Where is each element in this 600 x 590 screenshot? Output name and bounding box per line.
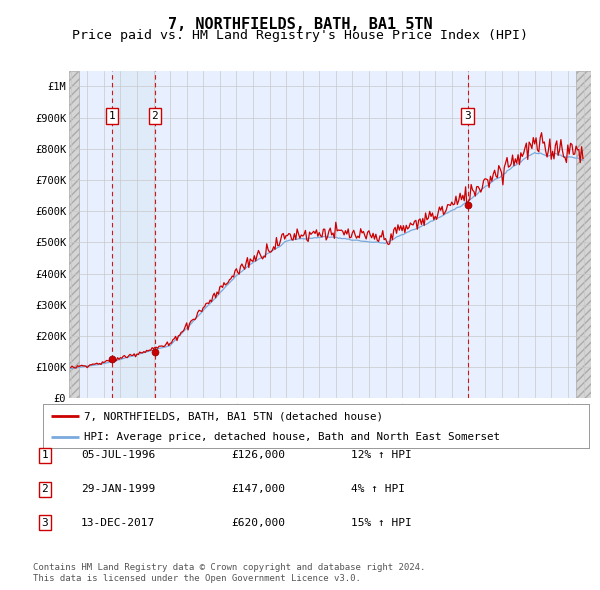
Text: Price paid vs. HM Land Registry's House Price Index (HPI): Price paid vs. HM Land Registry's House … — [72, 30, 528, 42]
Text: 3: 3 — [464, 111, 471, 121]
Text: 7, NORTHFIELDS, BATH, BA1 5TN: 7, NORTHFIELDS, BATH, BA1 5TN — [167, 17, 433, 31]
Text: 15% ↑ HPI: 15% ↑ HPI — [351, 518, 412, 527]
Text: 13-DEC-2017: 13-DEC-2017 — [81, 518, 155, 527]
Text: 2: 2 — [41, 484, 49, 494]
Text: 7, NORTHFIELDS, BATH, BA1 5TN (detached house): 7, NORTHFIELDS, BATH, BA1 5TN (detached … — [84, 411, 383, 421]
Text: £126,000: £126,000 — [231, 451, 285, 460]
Text: £147,000: £147,000 — [231, 484, 285, 494]
Text: 2: 2 — [151, 111, 158, 121]
Text: HPI: Average price, detached house, Bath and North East Somerset: HPI: Average price, detached house, Bath… — [84, 432, 500, 442]
Text: 29-JAN-1999: 29-JAN-1999 — [81, 484, 155, 494]
Text: This data is licensed under the Open Government Licence v3.0.: This data is licensed under the Open Gov… — [33, 574, 361, 583]
Text: 05-JUL-1996: 05-JUL-1996 — [81, 451, 155, 460]
Text: 4% ↑ HPI: 4% ↑ HPI — [351, 484, 405, 494]
Text: 12% ↑ HPI: 12% ↑ HPI — [351, 451, 412, 460]
Text: 1: 1 — [109, 111, 115, 121]
Bar — [112, 71, 155, 398]
Text: Contains HM Land Registry data © Crown copyright and database right 2024.: Contains HM Land Registry data © Crown c… — [33, 563, 425, 572]
Text: 1: 1 — [41, 451, 49, 460]
Text: £620,000: £620,000 — [231, 518, 285, 527]
Text: 3: 3 — [41, 518, 49, 527]
